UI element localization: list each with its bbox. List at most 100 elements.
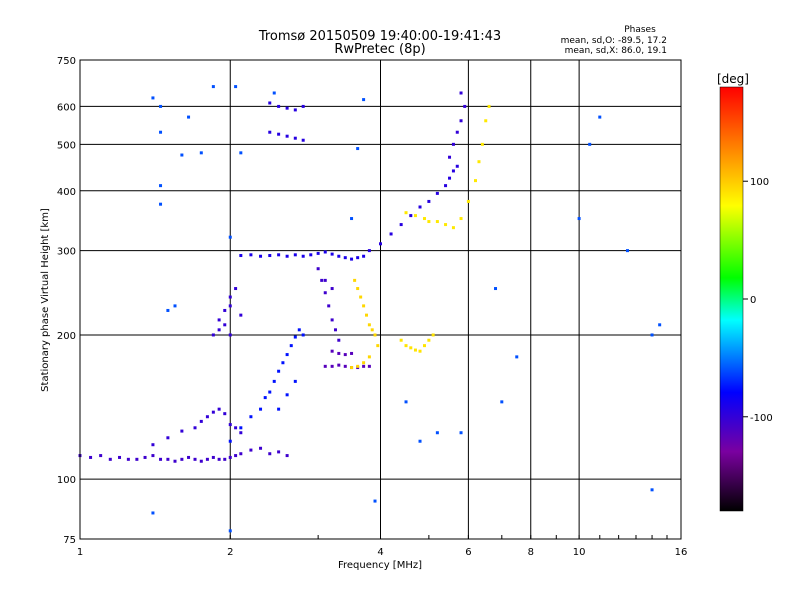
data-point [343, 256, 347, 260]
y-tick-label: 200 [57, 331, 76, 342]
data-point [409, 346, 413, 350]
series-o-trace-1-8-2-2-mhz-column [211, 287, 243, 337]
data-point [89, 455, 93, 459]
data-point [337, 351, 341, 355]
data-point [293, 335, 297, 339]
plot-frame [79, 59, 682, 540]
series-o-trace-low-band [78, 446, 289, 463]
data-point [249, 415, 253, 419]
data-point [316, 267, 320, 271]
data-point [418, 205, 422, 209]
data-point [228, 529, 232, 533]
data-point [409, 214, 413, 218]
data-point [337, 254, 341, 258]
data-point [337, 363, 341, 367]
data-point [151, 443, 155, 447]
series-scattered-isolated-echoes [151, 85, 662, 533]
data-point [173, 459, 177, 463]
data-point [217, 407, 221, 411]
data-point [427, 338, 431, 342]
data-point [418, 439, 422, 443]
data-point [211, 85, 215, 89]
legend-line-x: mean, sd,X: 86.0, 19.1 [565, 46, 667, 56]
legend-line-o: mean, sd,O: -89.5, 17.2 [561, 36, 667, 46]
data-point [367, 249, 371, 253]
colorbar-tick-label: -100 [750, 413, 773, 424]
data-point [239, 254, 243, 258]
data-point [323, 291, 327, 295]
data-point [343, 364, 347, 368]
data-point [422, 344, 426, 348]
data-point [451, 142, 455, 146]
data-point [480, 142, 484, 146]
data-point [285, 353, 289, 357]
data-point [289, 344, 293, 348]
data-point [337, 338, 341, 342]
data-point [404, 211, 408, 215]
data-point [399, 338, 403, 342]
data-point [263, 396, 267, 400]
data-point [272, 91, 276, 95]
data-point [455, 130, 459, 134]
series-x-trace-4-3-5-0-mhz [399, 333, 435, 353]
y-tick-label: 500 [57, 140, 76, 151]
data-point [293, 379, 297, 383]
data-point [350, 351, 354, 355]
x-tick-label: 1 [77, 547, 83, 558]
data-point [435, 431, 439, 435]
data-point [463, 104, 467, 108]
data-point [320, 278, 324, 282]
data-point [166, 308, 170, 312]
data-point [598, 115, 602, 119]
data-point [515, 355, 519, 359]
series-o-trace-3-5-5-6-mhz [367, 164, 459, 253]
y-tick-label: 400 [57, 187, 76, 198]
data-point [376, 344, 380, 348]
colorbar [719, 86, 744, 512]
data-point [301, 104, 305, 108]
data-point [234, 287, 238, 291]
data-point [143, 455, 147, 459]
data-point [99, 454, 103, 458]
data-point [268, 101, 272, 105]
data-point [277, 407, 281, 411]
data-point [413, 348, 417, 352]
data-point [159, 104, 163, 108]
data-point [223, 308, 227, 312]
y-tick-label: 600 [57, 102, 76, 113]
data-point [166, 436, 170, 440]
data-point [459, 217, 463, 221]
data-point [285, 134, 289, 138]
data-point [404, 344, 408, 348]
data-point [217, 457, 221, 461]
data-point [356, 147, 360, 151]
data-point [205, 415, 209, 419]
data-point [500, 400, 504, 404]
data-point [356, 287, 360, 291]
data-point [193, 457, 197, 461]
x-tick-label: 4 [377, 547, 383, 558]
data-point [444, 184, 448, 188]
data-point [301, 333, 305, 337]
grid-layer [80, 60, 681, 539]
data-point [126, 457, 130, 461]
data-point [484, 119, 488, 123]
data-point [277, 132, 281, 136]
data-point [199, 419, 203, 423]
data-point [316, 251, 320, 255]
data-point [234, 85, 238, 89]
data-point [228, 455, 232, 459]
data-point [435, 220, 439, 224]
series-o-trace-3-0-3-8-mhz-lower [323, 349, 371, 370]
data-point [277, 253, 281, 257]
data-point [228, 235, 232, 239]
data-point [272, 379, 276, 383]
series-o-trace-2-0-2-8-mhz [228, 328, 305, 443]
data-point [187, 115, 191, 119]
x-axis-label: Frequency [MHz] [338, 560, 422, 571]
data-point [159, 130, 163, 134]
chart-subtitle: RwPretec (8p) [334, 42, 425, 57]
y-tick-label: 300 [57, 247, 76, 258]
data-point [285, 454, 289, 458]
data-point [228, 295, 232, 299]
